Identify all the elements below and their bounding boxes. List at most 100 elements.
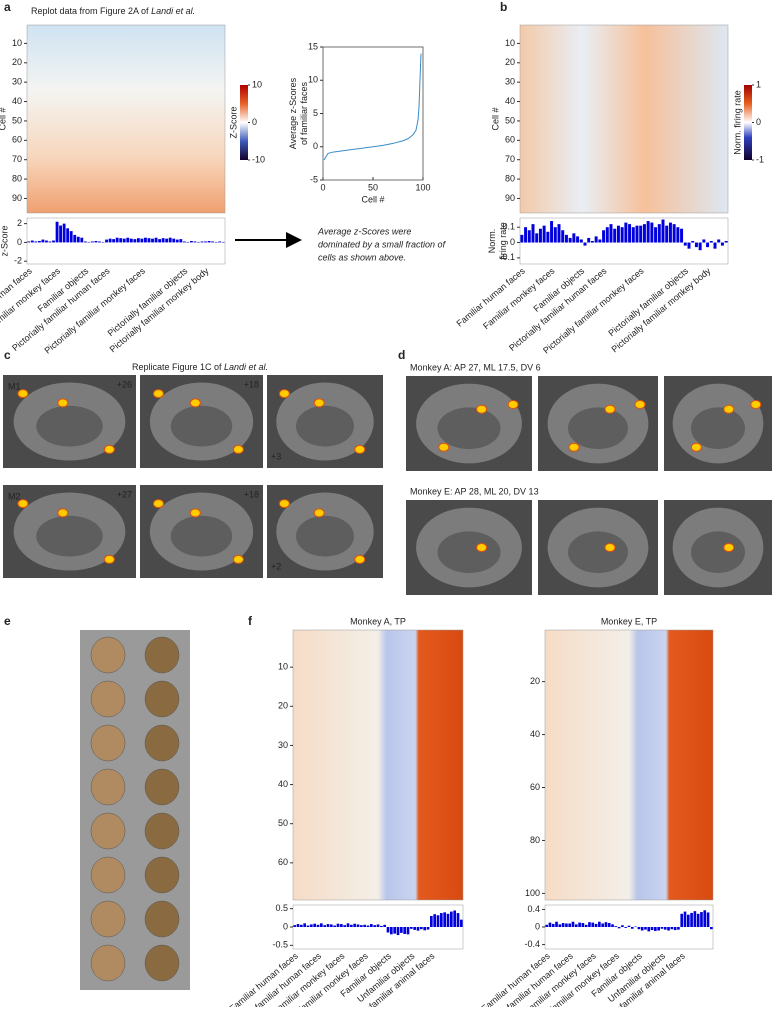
- bar: [691, 241, 695, 243]
- animal-face: [90, 724, 126, 762]
- panel-label: f: [248, 614, 253, 628]
- bar: [316, 924, 320, 927]
- bar: [694, 242, 698, 248]
- monkey-label: M2: [8, 491, 21, 501]
- heatmap: [544, 629, 714, 901]
- activation: [476, 404, 488, 414]
- bar: [676, 227, 680, 243]
- panel-label: c: [4, 348, 11, 362]
- brain-inner: [296, 405, 354, 447]
- plot-frame: [322, 46, 424, 181]
- bar: [453, 910, 456, 927]
- bar: [550, 221, 554, 243]
- bar: [663, 927, 667, 930]
- bar: [165, 238, 169, 243]
- bar: [590, 241, 594, 243]
- y-tick-label: 20: [530, 676, 540, 686]
- bar: [214, 241, 218, 243]
- bar: [637, 927, 641, 930]
- bar: [343, 925, 346, 927]
- plot-frame: [519, 217, 729, 265]
- brain-inner: [691, 531, 745, 574]
- bar: [690, 912, 693, 927]
- bar: [713, 242, 717, 249]
- animal-face: [144, 812, 180, 850]
- x-tick-label: Unfamiliar animal faces: [609, 950, 687, 1007]
- bar: [48, 241, 52, 243]
- bar: [370, 924, 373, 927]
- row-title: Monkey E: AP 28, ML 20, DV 13: [410, 486, 539, 496]
- y-axis-label: Norm.: [487, 229, 497, 254]
- bar: [390, 927, 393, 935]
- y-tick-label: 0.5: [275, 903, 288, 913]
- bar: [634, 926, 637, 928]
- bar: [323, 925, 326, 927]
- y-tick-label: 0: [535, 921, 540, 931]
- bar: [413, 927, 416, 930]
- bar: [346, 923, 350, 927]
- y-tick-label: 80: [505, 173, 515, 183]
- bar: [179, 239, 183, 243]
- activation: [103, 444, 115, 454]
- bar: [303, 923, 306, 927]
- bar: [373, 925, 376, 927]
- bar: [598, 239, 602, 243]
- activation: [189, 508, 201, 518]
- y-tick-label: 60: [505, 135, 515, 145]
- bar: [546, 231, 550, 243]
- bar: [611, 924, 614, 927]
- slice-label: +27: [117, 489, 132, 499]
- bar: [709, 241, 713, 243]
- animal-face: [144, 724, 180, 762]
- activation: [604, 543, 616, 552]
- y-tick-label: -5: [310, 174, 318, 184]
- y-tick-label: 30: [505, 77, 515, 87]
- activation: [568, 442, 580, 452]
- bar: [584, 924, 588, 927]
- bar: [706, 242, 710, 248]
- bar: [416, 927, 420, 931]
- y-tick-label: 80: [530, 835, 540, 845]
- bar: [189, 241, 193, 243]
- bar: [614, 926, 618, 927]
- bar: [693, 911, 697, 927]
- bar: [668, 222, 672, 243]
- y-tick-label: 0: [510, 237, 515, 247]
- bar: [657, 927, 660, 931]
- bar: [129, 238, 133, 243]
- bar: [34, 241, 38, 243]
- bar: [724, 241, 728, 243]
- bar: [151, 238, 154, 243]
- bar: [450, 911, 453, 927]
- activation: [313, 508, 325, 518]
- brain-inner: [437, 407, 501, 450]
- bar: [617, 927, 621, 929]
- bar: [69, 231, 73, 243]
- y-tick-label: 40: [12, 96, 22, 106]
- brain-inner: [437, 531, 501, 574]
- activation: [634, 400, 646, 409]
- bar: [356, 924, 360, 927]
- bar: [640, 927, 644, 931]
- bar: [112, 239, 116, 243]
- bar: [564, 234, 568, 243]
- chart-title: Replot data from Figure 2A of Landi et a…: [31, 6, 195, 16]
- bar: [520, 234, 524, 243]
- bar: [527, 230, 531, 243]
- bar: [574, 924, 578, 927]
- y-tick-label: -0.1: [499, 252, 515, 262]
- bar: [197, 241, 200, 243]
- activation: [690, 442, 702, 452]
- bar: [601, 923, 604, 927]
- bar: [154, 237, 158, 243]
- bar: [558, 924, 562, 927]
- bar: [326, 924, 330, 927]
- y-axis-label: Cell #: [0, 107, 7, 130]
- colorbar-tick-label: 1: [756, 79, 761, 89]
- bar: [677, 927, 680, 930]
- x-tick-label: Pictorially familiar monkey body: [108, 265, 211, 354]
- bar: [605, 227, 609, 243]
- bar: [613, 228, 617, 243]
- activation: [438, 442, 450, 452]
- bar: [94, 241, 98, 243]
